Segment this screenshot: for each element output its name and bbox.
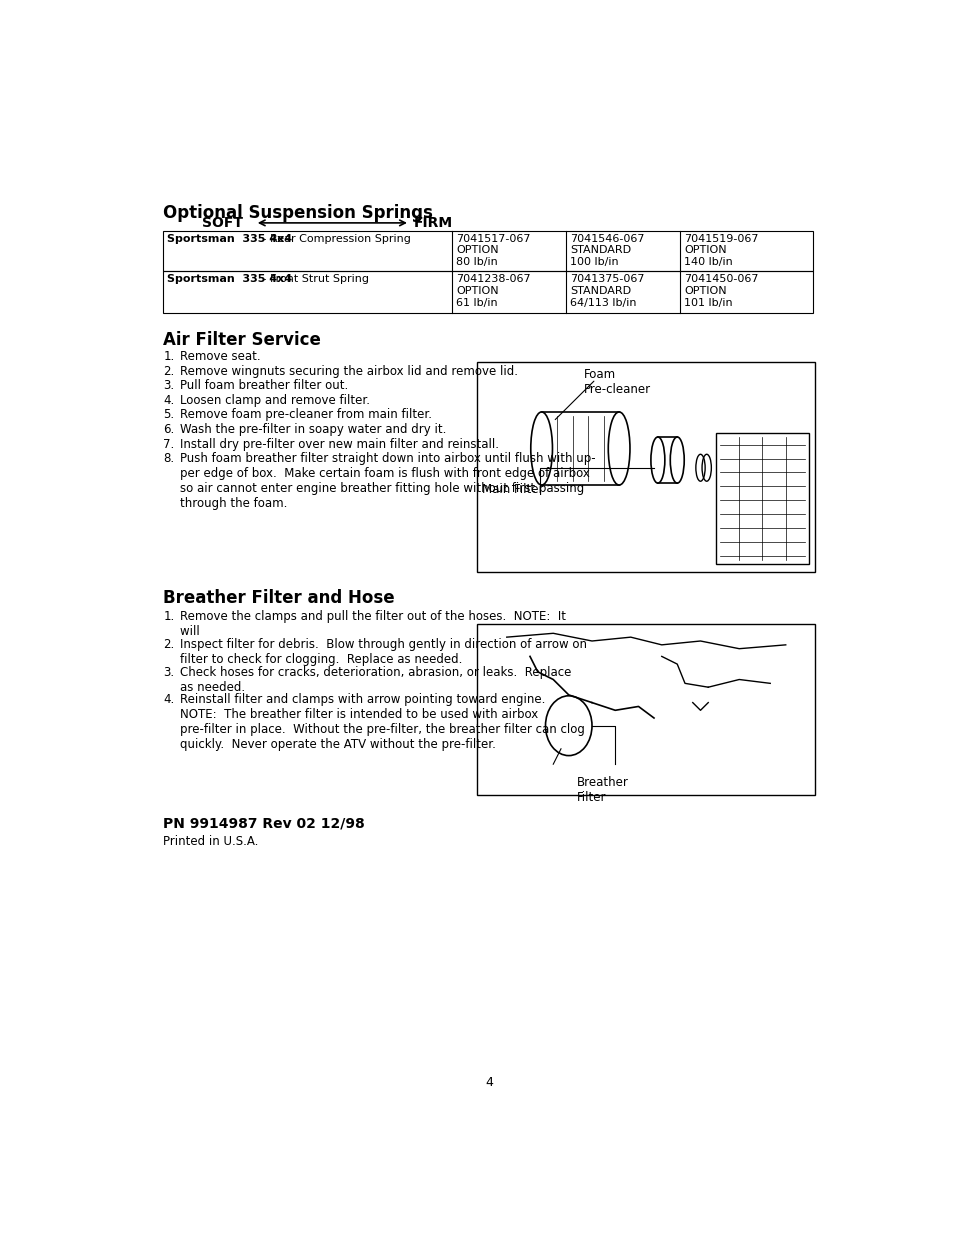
Bar bbox=[163, 272, 812, 312]
Text: Loosen clamp and remove filter.: Loosen clamp and remove filter. bbox=[180, 394, 370, 406]
Text: 3.: 3. bbox=[163, 379, 174, 393]
Text: Remove wingnuts securing the airbox lid and remove lid.: Remove wingnuts securing the airbox lid … bbox=[180, 364, 517, 378]
Text: Air Filter Service: Air Filter Service bbox=[163, 331, 321, 348]
Text: SOFT: SOFT bbox=[202, 216, 243, 230]
Text: Breather Filter and Hose: Breather Filter and Hose bbox=[163, 589, 395, 606]
Bar bbox=[476, 362, 815, 572]
Text: 5.: 5. bbox=[163, 409, 174, 421]
Text: 7041238-067
OPTION
61 lb/in: 7041238-067 OPTION 61 lb/in bbox=[456, 274, 531, 308]
Text: Install dry pre-filter over new main filter and reinstall.: Install dry pre-filter over new main fil… bbox=[180, 437, 499, 451]
Text: 8.: 8. bbox=[163, 452, 174, 466]
Text: Reinstall filter and clamps with arrow pointing toward engine.
NOTE:  The breath: Reinstall filter and clamps with arrow p… bbox=[180, 693, 585, 751]
Text: - Front Strut Spring: - Front Strut Spring bbox=[258, 274, 369, 284]
Text: Printed in U.S.A.: Printed in U.S.A. bbox=[163, 835, 258, 848]
Text: 7041546-067
STANDARD
100 lb/in: 7041546-067 STANDARD 100 lb/in bbox=[570, 233, 644, 267]
Text: Sportsman  335 4x4: Sportsman 335 4x4 bbox=[167, 274, 293, 284]
Text: Foam
Pre-cleaner: Foam Pre-cleaner bbox=[583, 368, 651, 395]
Text: 7041450-067
OPTION
101 lb/in: 7041450-067 OPTION 101 lb/in bbox=[683, 274, 758, 308]
Bar bbox=[163, 231, 812, 272]
Text: 4: 4 bbox=[484, 1076, 493, 1089]
Text: Optional Suspension Springs: Optional Suspension Springs bbox=[163, 204, 433, 221]
Bar bbox=[716, 433, 808, 564]
Text: 7041517-067
OPTION
80 lb/in: 7041517-067 OPTION 80 lb/in bbox=[456, 233, 530, 267]
Text: 1.: 1. bbox=[163, 350, 174, 363]
Text: 1.: 1. bbox=[163, 610, 174, 624]
Text: Remove foam pre-cleaner from main filter.: Remove foam pre-cleaner from main filter… bbox=[180, 409, 432, 421]
Text: Wash the pre-filter in soapy water and dry it.: Wash the pre-filter in soapy water and d… bbox=[180, 424, 446, 436]
Text: Remove seat.: Remove seat. bbox=[180, 350, 261, 363]
Text: 7041375-067
STANDARD
64/113 lb/in: 7041375-067 STANDARD 64/113 lb/in bbox=[570, 274, 644, 308]
Text: 2.: 2. bbox=[163, 364, 174, 378]
Bar bbox=[476, 624, 815, 795]
Text: FIRM: FIRM bbox=[414, 216, 453, 230]
Text: Sportsman  335 4x4: Sportsman 335 4x4 bbox=[167, 233, 293, 243]
Text: PN 9914987 Rev 02 12/98: PN 9914987 Rev 02 12/98 bbox=[163, 816, 365, 831]
Text: 3.: 3. bbox=[163, 666, 174, 679]
Text: Breather
Filter: Breather Filter bbox=[576, 776, 628, 804]
Text: Remove the clamps and pull the filter out of the hoses.  NOTE:  It
will: Remove the clamps and pull the filter ou… bbox=[180, 610, 566, 638]
Text: 4.: 4. bbox=[163, 394, 174, 406]
Text: Pull foam breather filter out.: Pull foam breather filter out. bbox=[180, 379, 349, 393]
Text: Inspect filter for debris.  Blow through gently in direction of arrow on
filter : Inspect filter for debris. Blow through … bbox=[180, 638, 587, 666]
Text: 7.: 7. bbox=[163, 437, 174, 451]
Text: 6.: 6. bbox=[163, 424, 174, 436]
Text: - Rear Compression Spring: - Rear Compression Spring bbox=[258, 233, 410, 243]
Text: Main Filter: Main Filter bbox=[481, 483, 543, 496]
Text: 7041519-067
OPTION
140 lb/in: 7041519-067 OPTION 140 lb/in bbox=[683, 233, 758, 267]
Text: Push foam breather filter straight down into airbox until flush with up-
per edg: Push foam breather filter straight down … bbox=[180, 452, 596, 510]
Text: 2.: 2. bbox=[163, 638, 174, 651]
Text: Check hoses for cracks, deterioration, abrasion, or leaks.  Replace
as needed.: Check hoses for cracks, deterioration, a… bbox=[180, 666, 571, 694]
Text: 4.: 4. bbox=[163, 693, 174, 706]
